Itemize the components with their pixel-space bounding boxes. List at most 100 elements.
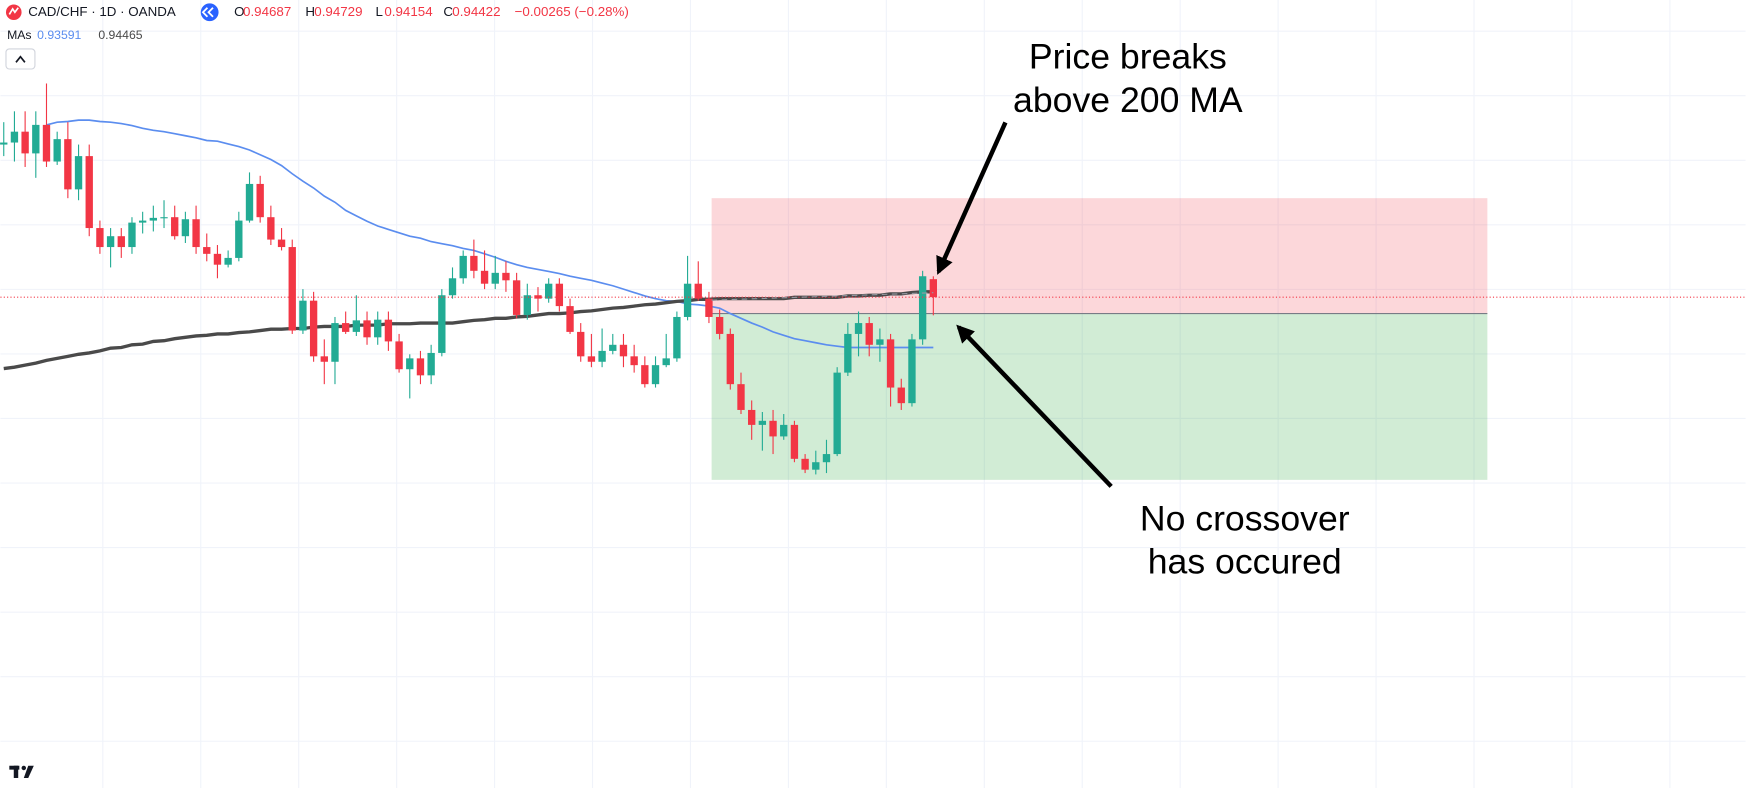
candle-body <box>277 239 286 248</box>
candle-body <box>512 280 521 315</box>
symbol-title: CAD/CHF · 1D · OANDA <box>28 4 176 19</box>
candle-body <box>10 131 19 143</box>
candle-body <box>181 219 190 237</box>
candle-body <box>865 323 873 345</box>
candle-body <box>309 300 318 357</box>
logo <box>9 765 34 778</box>
candle-body <box>780 424 788 437</box>
candle-body <box>876 339 884 345</box>
candle-body <box>459 255 467 279</box>
candle-body <box>224 257 232 265</box>
candle-body <box>886 339 895 388</box>
ohlc-value: 0.94687 <box>243 4 291 19</box>
target-zone <box>711 313 1488 480</box>
candle-body <box>726 333 734 385</box>
ohlc-value: 0.94729 <box>314 4 362 19</box>
candle-body <box>812 462 820 470</box>
candle-body <box>53 139 61 162</box>
candle-body <box>0 142 8 145</box>
candles <box>0 83 937 475</box>
candle-body <box>235 220 243 258</box>
candle-body <box>705 298 713 317</box>
ohlc-value: 0.94154 <box>384 4 433 19</box>
candle-body <box>694 283 702 299</box>
candle-body <box>748 409 756 425</box>
candle-body <box>299 300 307 331</box>
candle-body <box>683 283 692 317</box>
moving-average <box>3 290 934 371</box>
symbol-icon <box>5 4 22 21</box>
candle-body <box>406 358 414 370</box>
candle-body <box>341 323 350 332</box>
candle-body <box>384 319 393 342</box>
candle-body <box>929 279 937 298</box>
collapse-glyph <box>15 55 26 63</box>
candle-body <box>609 344 617 351</box>
candle-body <box>897 387 905 404</box>
candle-body <box>448 278 457 296</box>
candle-body <box>566 306 574 332</box>
candle-body <box>42 124 51 162</box>
candle-body <box>32 124 40 154</box>
candle-body <box>160 217 168 219</box>
candle-body <box>801 458 809 470</box>
candle-body <box>790 424 799 459</box>
stop-zone <box>711 198 1488 314</box>
candle-body <box>256 183 264 218</box>
moving-averages <box>3 119 934 371</box>
candle-body <box>438 295 446 353</box>
candle-body <box>523 295 531 315</box>
candle-body <box>673 316 681 359</box>
candle-body <box>908 339 916 404</box>
candle-body <box>245 183 254 221</box>
candle-body <box>619 344 628 357</box>
candle-body <box>374 319 382 338</box>
candle-body <box>74 156 83 190</box>
candle-body <box>480 270 489 284</box>
candle-body <box>138 220 147 223</box>
candle-body <box>288 247 296 331</box>
candle-body <box>651 365 660 385</box>
candle-body <box>918 276 927 340</box>
ohlc-label: H <box>305 4 315 19</box>
candle-body <box>96 228 104 248</box>
candle-body <box>502 272 510 281</box>
candle-body <box>171 217 179 237</box>
candle-body <box>491 272 499 284</box>
candle-body <box>844 333 852 373</box>
candle-body <box>715 316 724 334</box>
candle-body <box>64 139 72 190</box>
candle-body <box>470 255 478 271</box>
candle-body <box>331 323 339 362</box>
candle-body <box>577 331 585 357</box>
candle-body <box>128 222 136 248</box>
annotation-text: Price breaks <box>1029 36 1227 76</box>
candle-body <box>737 384 745 410</box>
candle-body <box>662 358 670 366</box>
ma-value: 0.94465 <box>98 28 142 42</box>
candle-body <box>630 356 638 366</box>
candle-body <box>833 372 841 455</box>
annotation-text: above 200 MA <box>1013 80 1243 120</box>
candle-body <box>21 131 29 154</box>
candle-body <box>598 350 606 362</box>
candle-body <box>203 247 211 254</box>
candle-body <box>587 356 596 362</box>
candle-body <box>213 253 222 265</box>
ohlc-value: 0.94422 <box>452 4 500 19</box>
candle-body <box>769 420 777 437</box>
price-change: −0.00265 (−0.28%) <box>515 4 629 19</box>
candle-body <box>352 320 361 332</box>
candle-body <box>267 217 275 240</box>
collapse-button[interactable] <box>5 48 36 70</box>
candle-body <box>427 352 435 376</box>
candle-body <box>822 454 831 463</box>
candle-body <box>416 358 425 376</box>
annotation-arrow <box>936 121 1008 275</box>
candle-body <box>363 320 371 338</box>
candle-body <box>395 341 403 370</box>
candle-body <box>320 356 328 362</box>
